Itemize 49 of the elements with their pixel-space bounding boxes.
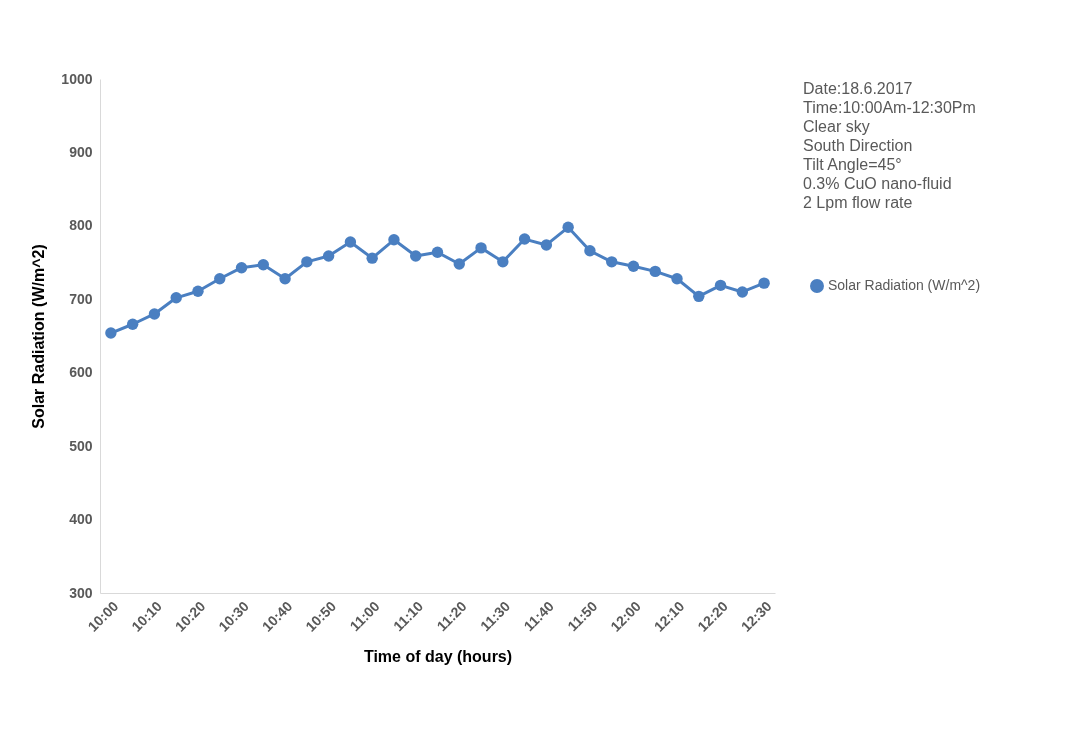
- x-axis-title: Time of day (hours): [363, 647, 513, 665]
- point: [540, 239, 553, 251]
- point: [344, 236, 357, 248]
- point: [497, 256, 509, 268]
- point: [148, 308, 161, 320]
- y-tick-label: 700: [69, 290, 93, 307]
- point: [714, 279, 727, 292]
- point: [410, 250, 422, 262]
- point: [627, 260, 640, 272]
- y-tick-label: 800: [69, 217, 93, 234]
- point: [453, 258, 465, 270]
- point: [279, 273, 291, 285]
- point: [388, 234, 400, 246]
- y-tick-label: 500: [69, 437, 93, 454]
- text: South Direction: [803, 137, 913, 154]
- point: [235, 262, 248, 274]
- legend-label: Solar Radiation (W/m^2): [828, 277, 981, 293]
- point: [322, 250, 335, 262]
- y-tick-label: 300: [69, 584, 93, 601]
- point: [475, 242, 487, 254]
- point: [366, 252, 378, 264]
- y-tick-label: 400: [69, 511, 93, 528]
- point: [105, 327, 117, 339]
- y-tick-label: 600: [69, 364, 93, 381]
- point: [170, 292, 182, 304]
- point: [671, 273, 683, 285]
- point: [758, 277, 770, 289]
- text: 0.3% CuO nano-fluid: [803, 175, 952, 192]
- point: [562, 221, 574, 234]
- point: [584, 245, 596, 257]
- y-tick-label: 900: [69, 143, 93, 160]
- text: 2 Lpm flow rate: [803, 194, 913, 211]
- point: [736, 286, 749, 298]
- point: [693, 290, 705, 303]
- point: [214, 273, 226, 285]
- text: Tilt Angle=45°: [803, 156, 902, 173]
- text: Date:18.6.2017: [803, 80, 913, 97]
- point: [257, 259, 270, 271]
- point: [192, 285, 204, 297]
- point: [301, 256, 313, 268]
- y-tick-label: 1000: [61, 70, 93, 87]
- point: [649, 265, 661, 278]
- point: [431, 246, 444, 258]
- text: Clear sky: [803, 118, 870, 135]
- y-axis-title: Solar Radiation (W/m^2): [30, 244, 48, 429]
- text: Time:10:00Am-12:30Pm: [803, 99, 976, 116]
- point: [518, 233, 531, 245]
- point: [605, 256, 618, 268]
- point: [126, 318, 139, 330]
